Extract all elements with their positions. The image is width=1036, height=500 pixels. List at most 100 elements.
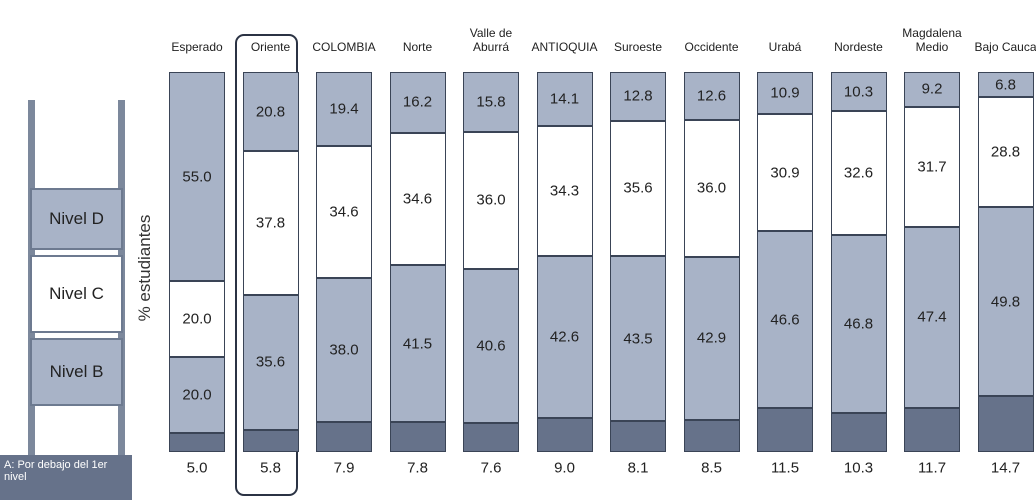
bar-segment: [757, 113, 813, 232]
data-label: 38.0: [329, 341, 359, 359]
bar-segment: [904, 72, 960, 107]
bar-segment: [977, 396, 1034, 452]
bar-segment: [169, 433, 225, 452]
x-tick-label: Urabá: [768, 40, 802, 54]
bar-segment: [389, 71, 446, 134]
data-label: 12.8: [623, 87, 653, 105]
bar-segment: [242, 151, 299, 295]
x-tick-label: Norte: [402, 40, 433, 54]
data-label: 15.8: [476, 93, 506, 111]
bar-segment: [463, 423, 519, 452]
bar-segment: [536, 417, 593, 452]
x-tick-label: Suroeste: [613, 40, 663, 54]
y-axis-label: % estudiantes: [135, 214, 154, 322]
data-label: 46.6: [770, 311, 800, 329]
x-tick-label: ANTIOQUIA: [531, 40, 598, 54]
x-tick-label: Nordeste: [834, 40, 883, 54]
x-tick-label: Magdalena Medio: [902, 26, 962, 54]
data-label: 7.8: [407, 459, 428, 477]
data-label: 49.8: [990, 293, 1021, 311]
bar-segment: [169, 357, 225, 433]
data-label: 40.6: [476, 337, 506, 355]
bar-segment: [389, 133, 446, 265]
bar-segment: [169, 281, 225, 357]
bar-segment: [463, 72, 519, 133]
x-tick-label: Occidente: [684, 40, 739, 54]
bar-segment: [610, 72, 666, 121]
bar-segment: [904, 407, 960, 452]
data-label: 7.9: [333, 459, 355, 477]
data-label: 14.7: [990, 459, 1021, 477]
bar-segment: [316, 72, 372, 147]
data-label: 32.6: [843, 164, 874, 182]
bar-segment: [977, 71, 1034, 98]
data-label: 35.6: [255, 353, 286, 371]
bar-segment: [610, 255, 666, 422]
data-label: 34.6: [402, 190, 433, 208]
data-label: 31.7: [917, 158, 947, 176]
bar-segment: [463, 268, 519, 424]
bar-segment: [389, 422, 446, 452]
bar-segment: [977, 206, 1034, 397]
data-label: 9.2: [921, 80, 943, 98]
bar-segment: [757, 408, 813, 452]
bar-segment: [389, 264, 446, 423]
bar-segment: [683, 256, 740, 420]
data-label: 10.9: [770, 84, 800, 102]
data-label: 41.5: [402, 335, 433, 352]
bar-segment: [683, 119, 740, 257]
data-label: 42.9: [696, 329, 727, 347]
data-label: 43.5: [623, 330, 653, 348]
bar-segment: [610, 120, 666, 256]
x-tick-label: Oriente: [250, 40, 291, 54]
data-label: 35.6: [623, 179, 653, 197]
legend-item: Nivel B: [30, 338, 123, 406]
bar-segment: [169, 72, 225, 281]
bar-segment: [536, 125, 593, 256]
bar-segment: [830, 235, 887, 413]
bar-segment: [242, 72, 299, 152]
bar-segment: [904, 106, 960, 228]
legend-item: Nivel C: [30, 255, 123, 333]
bar-segment: [977, 97, 1034, 207]
data-label: 34.3: [549, 182, 580, 200]
data-label: 28.8: [990, 143, 1021, 161]
data-label: 12.6: [696, 87, 727, 105]
data-label: 36.0: [696, 179, 727, 197]
data-label: 10.3: [843, 83, 874, 101]
data-label: 9.0: [554, 459, 575, 477]
x-tick-label: Bajo Cauca: [974, 40, 1036, 54]
data-label: 19.4: [329, 100, 359, 118]
data-label: 5.0: [186, 459, 208, 477]
data-label: 5.8: [260, 459, 281, 477]
bar-segment: [242, 429, 299, 452]
data-label: 20.0: [182, 386, 212, 404]
bar-segment: [316, 146, 372, 278]
bar-segment: [316, 421, 372, 452]
data-label: 11.7: [917, 459, 947, 477]
bar-segment: [683, 72, 740, 120]
data-label: 42.6: [549, 328, 580, 346]
bar-segment: [757, 231, 813, 409]
data-label: 55.0: [182, 168, 212, 185]
bar-segment: [242, 294, 299, 430]
x-tick-label: Esperado: [171, 40, 223, 54]
data-label: 20.8: [255, 103, 286, 121]
data-label: 30.9: [770, 164, 800, 181]
data-label: 6.8: [995, 76, 1016, 94]
data-label: 47.4: [917, 308, 947, 326]
data-label: 37.8: [255, 214, 286, 232]
bar-segment: [757, 72, 813, 114]
x-tick-label: Valle de Aburrá: [469, 26, 513, 54]
x-tick-label: COLOMBIA: [312, 40, 376, 54]
legend-item: Nivel D: [30, 188, 123, 250]
data-label: 46.8: [843, 315, 874, 333]
data-label: 34.6: [329, 203, 359, 221]
bar-segment: [904, 227, 960, 408]
data-label: 11.5: [770, 459, 800, 477]
bar-segment: [316, 277, 372, 422]
data-label: 14.1: [549, 90, 580, 108]
data-label: 16.2: [402, 93, 433, 111]
bar-segment: [683, 419, 740, 452]
